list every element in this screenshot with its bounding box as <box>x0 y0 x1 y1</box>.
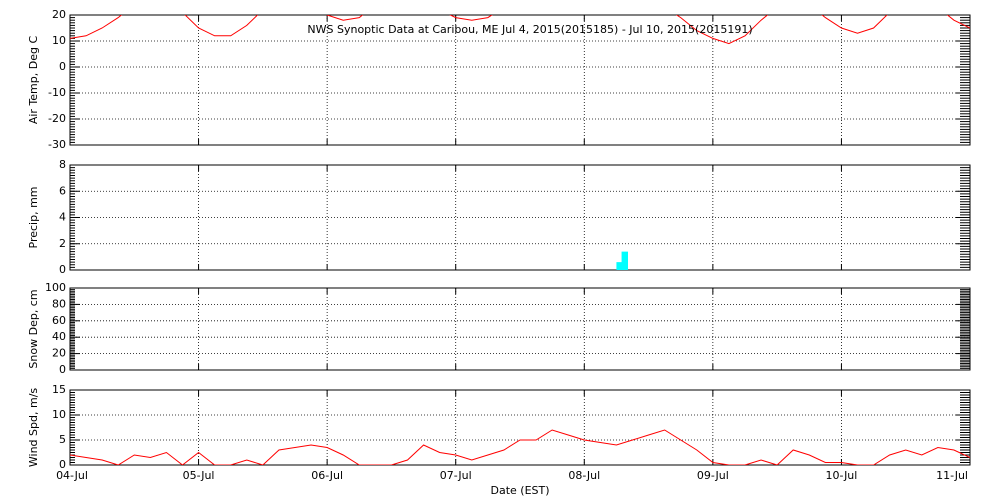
y-tick-label: 2 <box>59 237 66 250</box>
y-tick-label: 8 <box>59 158 66 171</box>
x-tick-label: 06-Jul <box>311 469 343 482</box>
y-tick-label: 10 <box>52 408 66 421</box>
y-tick-label: 60 <box>52 314 66 327</box>
series-group <box>70 429 970 465</box>
x-tick-label: 09-Jul <box>697 469 729 482</box>
y-tick-label: 20 <box>52 347 66 360</box>
x-tick-label: 11-Jul <box>936 469 968 482</box>
x-tick-label: 07-Jul <box>440 469 472 482</box>
y-tick-label: 4 <box>59 211 66 224</box>
y-tick-label: 100 <box>45 281 66 294</box>
series-group <box>70 15 970 45</box>
y-tick-label: 40 <box>52 330 66 343</box>
plot-frame <box>69 389 971 466</box>
x-axis-label: Date (EST) <box>490 484 549 497</box>
x-tick-label: 08-Jul <box>568 469 600 482</box>
plot-frame <box>69 164 971 271</box>
y-tick-label: 0 <box>59 60 66 73</box>
y-axis-label: Precip, mm <box>27 187 40 249</box>
y-axis-label: Air Temp, Deg C <box>27 36 40 125</box>
y-tick-label: 20 <box>52 8 66 21</box>
data-line <box>70 429 970 465</box>
y-tick-label: 5 <box>59 433 66 446</box>
y-tick-label: 15 <box>52 383 66 396</box>
plot-frame <box>69 14 971 146</box>
chart-title: NWS Synoptic Data at Caribou, ME Jul 4, … <box>307 23 752 36</box>
plot-frame <box>69 287 971 371</box>
bar <box>621 251 628 270</box>
y-tick-label: 0 <box>59 458 66 471</box>
y-tick-label: -20 <box>48 112 66 125</box>
data-line <box>70 15 970 45</box>
bar <box>616 262 623 270</box>
y-tick-label: 0 <box>59 263 66 276</box>
x-tick-label: 10-Jul <box>825 469 857 482</box>
y-tick-label: 80 <box>52 297 66 310</box>
y-axis-label: Snow Dep, cm <box>27 289 40 368</box>
y-axis-label: Wind Spd, m/s <box>27 388 40 468</box>
x-tick-label: 04-Jul <box>56 469 88 482</box>
y-tick-label: 10 <box>52 34 66 47</box>
y-tick-label: -30 <box>48 138 66 151</box>
y-tick-label: 0 <box>59 363 66 376</box>
x-tick-label: 05-Jul <box>183 469 215 482</box>
series-group <box>616 251 628 270</box>
y-tick-label: 6 <box>59 184 66 197</box>
y-tick-label: -10 <box>48 86 66 99</box>
